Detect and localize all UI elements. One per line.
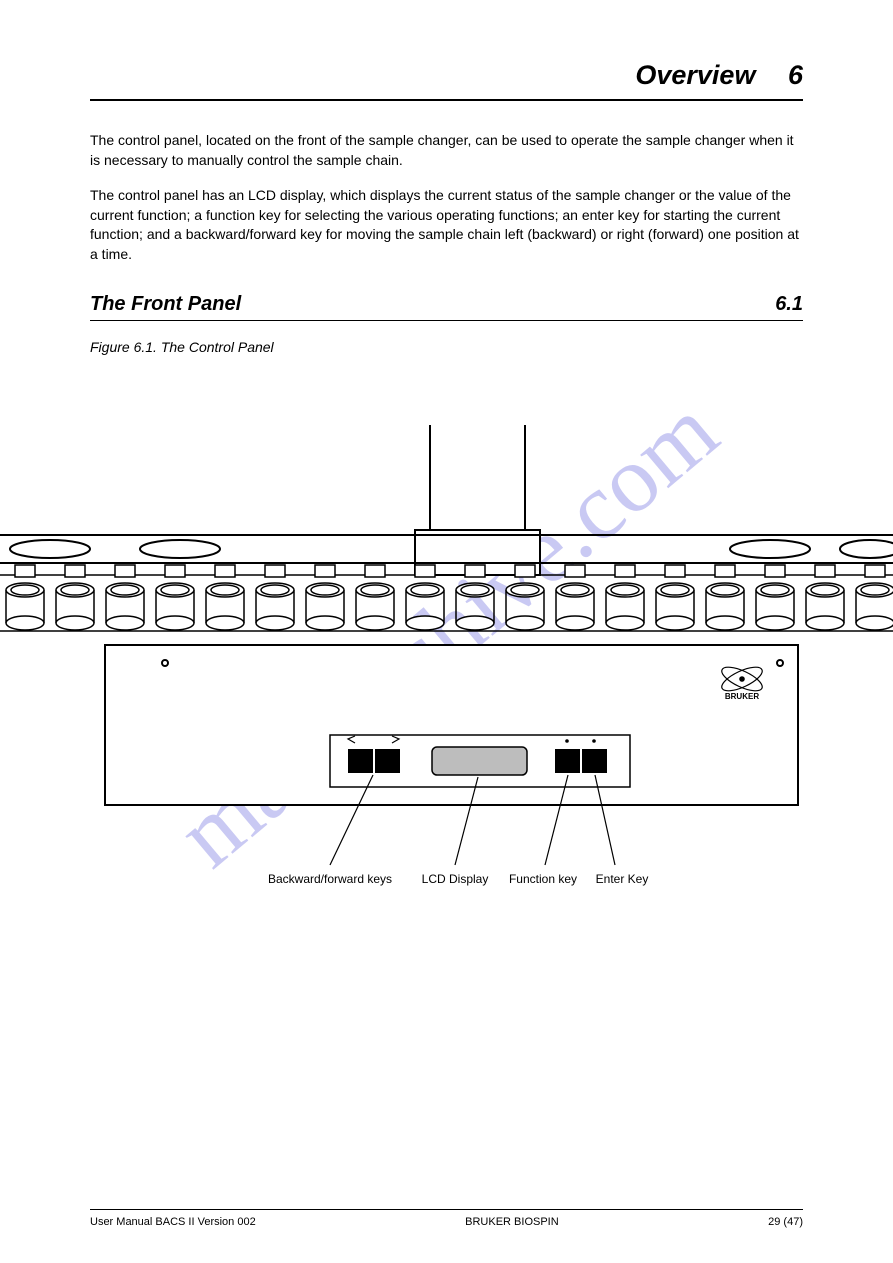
label-backward-forward: Backward/forward keys (268, 872, 392, 886)
figure-number: Figure 6.1. (90, 339, 157, 355)
footer-center: BRUKER BIOSPIN (465, 1216, 559, 1228)
figure-caption: Figure 6.1. The Control Panel (90, 339, 803, 355)
label-enter: Enter Key (596, 872, 649, 886)
chapter-number: 6 (788, 60, 803, 90)
intro-paragraph-2: The control panel has an LCD display, wh… (90, 186, 803, 264)
control-panel-figure: BRUKER Backward/forward keys LCD Displ (0, 365, 893, 925)
svg-text:BRUKER: BRUKER (725, 692, 759, 701)
intro-paragraph-1: The control panel, located on the front … (90, 131, 803, 170)
title-rule (90, 99, 803, 101)
footer-left: User Manual BACS II Version 002 (90, 1216, 256, 1228)
label-lcd: LCD Display (422, 872, 489, 886)
footer-right: 29 (47) (768, 1216, 803, 1228)
section-number: 6.1 (775, 293, 803, 316)
title-text: Overview (635, 60, 755, 90)
page-content: Overview 6 The control panel, located on… (0, 0, 893, 965)
figure-caption-text: The Control Panel (161, 339, 274, 355)
section-rule (90, 320, 803, 321)
section-front-panel-heading: The Front Panel 6.1 (90, 293, 803, 316)
section-heading-text: The Front Panel (90, 293, 241, 316)
page-title: Overview 6 (90, 60, 803, 91)
label-function: Function key (509, 872, 577, 886)
page-footer: User Manual BACS II Version 002 BRUKER B… (90, 1209, 803, 1228)
